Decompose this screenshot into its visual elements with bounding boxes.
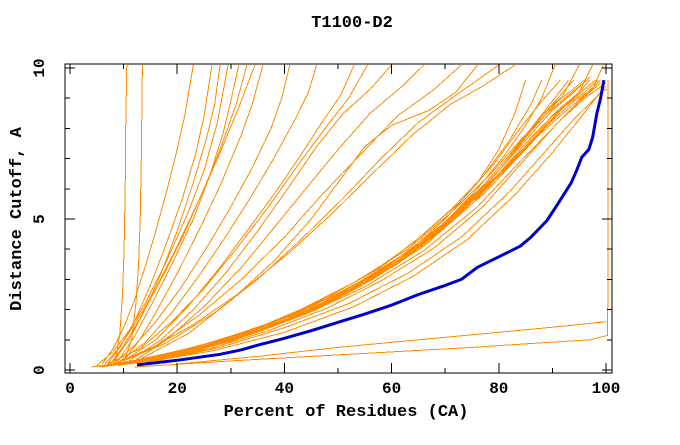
model-curve [101,64,194,365]
model-curve [123,76,591,365]
model-curve [115,64,128,361]
model-curve [177,321,607,365]
chart-title: T1100-D2 [311,14,393,33]
model-curve [112,79,543,366]
model-curve [117,64,462,363]
model-curve [109,64,248,365]
y-tick-label: 5 [31,214,49,224]
model-curve [118,79,596,366]
tick-labels: 0 20 40 60 80 100 0 5 10 [31,58,620,398]
model-curve [117,64,240,362]
x-axis-label: Percent of Residues (CA) [224,403,469,422]
model-curve [150,82,607,362]
model-curve [107,64,368,365]
model-curve [112,64,221,363]
model-curve [144,88,608,363]
x-tick-label: 100 [592,380,621,398]
axis-ticks [65,64,612,373]
model-curve [144,64,594,362]
highlighted-model-curve [136,79,606,367]
x-tick-label: 40 [275,380,294,398]
model-curve [96,79,591,368]
model-curve [123,64,143,363]
model-curve [128,79,575,363]
x-tick-label: 60 [382,380,401,398]
x-tick-label: 0 [65,380,75,398]
series-lines [91,64,609,368]
model-curve [107,64,213,365]
model-curve [112,64,291,365]
model-curve [123,64,355,362]
x-tick-label: 20 [168,380,187,398]
model-curve [96,64,229,366]
model-curve [123,64,264,362]
model-curve [104,64,256,365]
x-tick-label: 80 [489,380,508,398]
model-curve [91,82,601,368]
model-curve [155,85,607,362]
model-curve [112,64,516,365]
model-curve [128,64,392,362]
model-curve [123,64,500,362]
y-tick-label: 0 [31,365,49,375]
y-axis-label: Distance Cutoff, A [8,126,27,310]
y-tick-label: 10 [31,58,49,77]
model-curve [134,80,609,368]
model-curve [134,64,425,362]
model-curve [117,64,318,363]
